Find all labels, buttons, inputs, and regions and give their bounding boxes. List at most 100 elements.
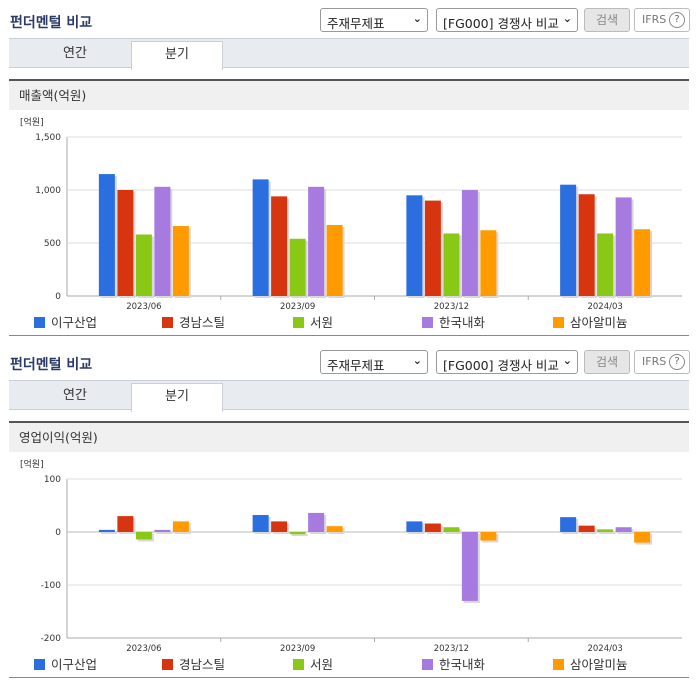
period-tabs: 연간 분기	[9, 380, 689, 412]
legend-swatch	[422, 659, 433, 670]
tab-annual[interactable]: 연간	[63, 388, 87, 403]
chevron-down-icon: ⌄	[412, 354, 422, 367]
bar	[154, 529, 171, 532]
ifrs-label: IFRS	[642, 355, 667, 368]
legend-item[interactable]: 서원	[293, 312, 333, 331]
bar	[326, 224, 343, 296]
legend-label: 서원	[310, 315, 334, 330]
legend-item[interactable]: 삼아알미늄	[553, 654, 628, 673]
bar	[252, 515, 269, 532]
bar	[443, 527, 460, 532]
bar	[615, 197, 632, 296]
bar	[326, 526, 343, 532]
chevron-down-icon: ⌄	[412, 12, 422, 25]
chevron-down-icon: ⌄	[562, 354, 572, 367]
bar	[406, 195, 423, 296]
help-icon: ?	[669, 12, 685, 28]
statement-select[interactable]: 주재무제표 ⌄	[320, 350, 428, 374]
bar	[308, 512, 325, 532]
revenue-chart: [억원] 0 500 1,000 1,500 2023/06 2023/09 2023/12 2…	[20, 116, 682, 310]
legend-swatch	[293, 659, 304, 670]
bar	[480, 532, 497, 541]
legend-item[interactable]: 한국내화	[422, 654, 485, 673]
bar	[443, 233, 460, 296]
legend-label: 경남스틸	[179, 657, 226, 672]
bar	[560, 184, 577, 296]
legend-swatch	[293, 317, 304, 328]
search-button[interactable]: 검색	[584, 350, 630, 374]
legend-item[interactable]: 이구산업	[34, 312, 97, 331]
y-tick-label: -100	[41, 581, 62, 591]
bar-shadow	[156, 531, 173, 534]
panel-header: 펀더멘털 비교 주재무제표 ⌄ [FG000] 경쟁사 비교 ⌄ 검색 IFRS?	[0, 342, 696, 380]
bar	[289, 532, 306, 535]
bar	[98, 529, 115, 532]
bar	[252, 179, 269, 296]
legend-item[interactable]: 경남스틸	[162, 312, 225, 331]
statement-select[interactable]: 주재무제표 ⌄	[320, 8, 428, 32]
y-tick-label: 1,000	[35, 186, 61, 196]
legend-swatch	[162, 317, 173, 328]
bar	[578, 194, 595, 296]
x-tick-label: 2024/03	[587, 302, 622, 310]
legend-swatch	[34, 317, 45, 328]
y-tick-label: 0	[55, 292, 61, 302]
legend-item[interactable]: 경남스틸	[162, 654, 225, 673]
period-tabs: 연간 분기	[9, 38, 689, 70]
statement-select-value: 주재무제표	[327, 358, 385, 373]
legend-item[interactable]: 삼아알미늄	[553, 312, 628, 331]
bar	[154, 186, 171, 296]
divider	[9, 335, 689, 336]
tab-quarter[interactable]: 분기	[131, 383, 223, 412]
bar	[634, 532, 651, 543]
help-icon: ?	[669, 354, 685, 370]
bar	[615, 527, 632, 532]
y-tick-label: -200	[41, 634, 62, 644]
bar	[172, 521, 189, 532]
compare-select[interactable]: [FG000] 경쟁사 비교 ⌄	[436, 350, 578, 374]
legend-item[interactable]: 서원	[293, 654, 333, 673]
panel-header: 펀더멘털 비교 주재무제표 ⌄ [FG000] 경쟁사 비교 ⌄ 검색 IFRS?	[0, 0, 696, 38]
bar	[424, 523, 441, 532]
y-tick-label: 1,500	[35, 133, 61, 143]
x-tick-label: 2023/09	[280, 302, 315, 310]
bar	[172, 226, 189, 296]
bar	[135, 532, 152, 540]
x-tick-label: 2023/12	[434, 302, 469, 310]
bar	[424, 200, 441, 296]
bar	[461, 190, 478, 296]
legend-label: 서원	[310, 657, 334, 672]
bar	[480, 230, 497, 296]
bar	[308, 186, 325, 296]
y-tick-label: 500	[44, 239, 61, 249]
bar	[406, 521, 423, 532]
search-button[interactable]: 검색	[584, 8, 630, 32]
metric-title: 매출액(억원)	[9, 79, 689, 110]
legend-item[interactable]: 한국내화	[422, 312, 485, 331]
bar	[634, 229, 651, 296]
operating-profit-panel: 펀더멘털 비교 주재무제표 ⌄ [FG000] 경쟁사 비교 ⌄ 검색 IFRS? …	[0, 342, 696, 684]
legend-item[interactable]: 이구산업	[34, 654, 97, 673]
panel-title: 펀더멘털 비교	[10, 357, 93, 373]
y-tick-label: 0	[55, 528, 61, 538]
legend-swatch	[422, 317, 433, 328]
ifrs-button[interactable]: IFRS?	[634, 350, 690, 374]
divider	[9, 677, 689, 678]
statement-select-value: 주재무제표	[327, 16, 385, 31]
compare-select[interactable]: [FG000] 경쟁사 비교 ⌄	[436, 8, 578, 32]
operating-profit-chart: [억원] -200 -100 0 100 2023/06 2023/09 2023/12 202…	[20, 458, 682, 652]
panel-title: 펀더멘털 비교	[10, 15, 93, 31]
x-tick-label: 2023/06	[126, 644, 161, 652]
bar	[597, 233, 614, 296]
bar	[560, 517, 577, 532]
tab-annual[interactable]: 연간	[63, 46, 87, 61]
bar-shadow	[291, 534, 308, 537]
bar	[135, 234, 152, 296]
tab-quarter[interactable]: 분기	[131, 41, 223, 70]
compare-select-value: [FG000] 경쟁사 비교	[443, 16, 559, 31]
bar-shadow	[100, 531, 117, 534]
ifrs-button[interactable]: IFRS?	[634, 8, 690, 32]
legend-label: 이구산업	[51, 315, 98, 330]
legend-swatch	[34, 659, 45, 670]
y-tick-label: 100	[44, 475, 61, 485]
